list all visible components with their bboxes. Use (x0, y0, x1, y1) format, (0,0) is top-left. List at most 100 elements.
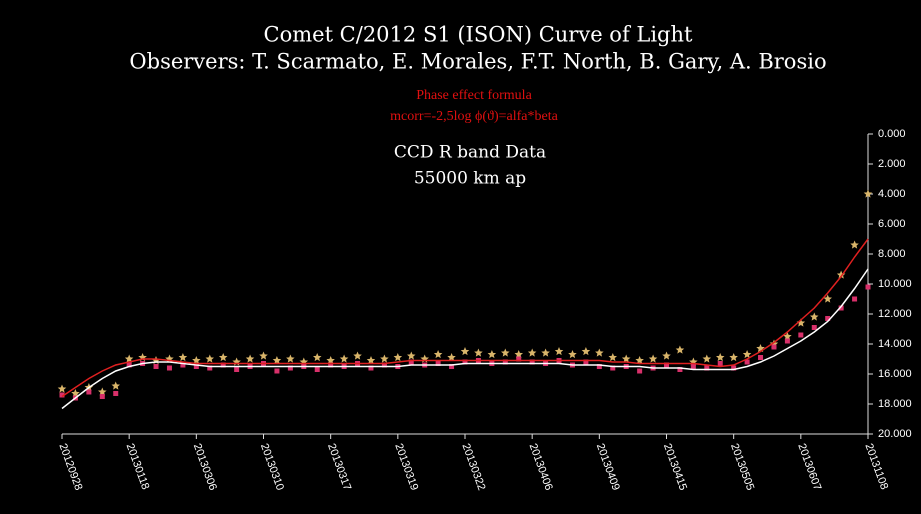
star-point (57, 384, 67, 393)
square-point (220, 362, 226, 368)
x-tick-label: 20130607 (795, 442, 823, 492)
star-point (326, 356, 335, 365)
star-point (635, 356, 644, 365)
star-point (98, 387, 107, 396)
y-tick-label: 20.000 (878, 428, 912, 440)
square-point (744, 359, 750, 365)
square-point (59, 392, 65, 398)
star-point (407, 351, 416, 360)
star-point (420, 354, 429, 363)
square-point (99, 394, 105, 399)
y-tick-label: 4.000 (878, 188, 906, 200)
star-point (823, 294, 832, 303)
star-point (313, 353, 322, 362)
square-point (516, 356, 522, 362)
star-point (205, 354, 214, 363)
x-tick-label: 20131108 (862, 442, 890, 491)
star-point (259, 351, 268, 360)
annotation: Phase effect formula (416, 88, 532, 103)
square-point (690, 364, 696, 369)
square-point (811, 325, 817, 330)
star-point (836, 270, 846, 279)
trend-line (61, 238, 869, 398)
square-point (314, 367, 320, 372)
x-tick-label: 20130306 (191, 442, 219, 492)
x-tick-label: 20130317 (325, 442, 353, 492)
star-point (810, 312, 819, 321)
star-point (474, 348, 483, 357)
star-point (286, 354, 295, 363)
y-tick-label: 8.000 (878, 248, 906, 260)
star-point (742, 350, 752, 359)
x-tick-label: 20130310 (258, 442, 286, 492)
x-tick-label: 20120928 (56, 442, 84, 492)
square-point (758, 355, 764, 360)
annotation: mcorr=-2,5log ϕ(ϑ)=alfa*beta (390, 109, 558, 124)
y-tick-label: 2.000 (878, 158, 906, 170)
square-point (852, 296, 858, 302)
y-tick-label: 6.000 (878, 218, 906, 230)
star-point (299, 357, 309, 366)
square-point (717, 361, 723, 366)
chart-subtitle: Observers: T. Scarmato, E. Morales, F.T.… (129, 50, 826, 74)
x-tick-label: 20130322 (459, 442, 487, 492)
star-point (702, 354, 712, 363)
star-point (447, 353, 456, 362)
chart-title: Comet C/2012 S1 (ISON) Curve of Light (264, 23, 694, 47)
square-point (462, 359, 468, 365)
star-point (541, 348, 550, 357)
y-tick-label: 12.000 (878, 308, 912, 320)
star-point (124, 354, 134, 363)
star-point (232, 357, 241, 366)
star-point (863, 189, 873, 198)
x-tick-label: 20130415 (661, 442, 689, 492)
star-point (460, 347, 470, 356)
star-point (716, 353, 725, 362)
x-tick-label: 20130319 (392, 442, 420, 492)
star-point (729, 353, 738, 362)
square-point (771, 344, 777, 350)
trend-line (61, 268, 869, 410)
x-tick-label: 20130505 (728, 442, 756, 492)
square-point (381, 362, 387, 368)
square-point (180, 362, 186, 368)
square-point (274, 368, 280, 374)
star-point (527, 348, 537, 357)
square-point (664, 362, 669, 368)
square-point (610, 365, 616, 371)
star-point (433, 350, 443, 359)
y-tick-label: 16.000 (878, 368, 912, 380)
star-point (339, 354, 349, 363)
star-point (192, 356, 201, 365)
star-point (608, 353, 617, 362)
star-point (783, 332, 792, 341)
square-point (435, 361, 441, 366)
annotation: CCD R band Data (394, 143, 546, 163)
star-point (675, 345, 685, 354)
square-point (234, 367, 240, 372)
annotation: 55000 km ap (414, 169, 526, 189)
square-point (731, 365, 737, 371)
square-point (596, 364, 602, 369)
star-point (621, 354, 631, 363)
y-tick-label: 14.000 (878, 338, 912, 350)
square-point (704, 365, 710, 371)
star-point (568, 350, 577, 359)
star-point (272, 356, 282, 365)
star-point (581, 347, 591, 356)
square-point (583, 359, 589, 365)
square-point (207, 365, 213, 371)
square-point (798, 332, 804, 338)
square-point (86, 389, 92, 395)
star-point (554, 347, 564, 356)
star-point (380, 354, 389, 363)
star-point (796, 318, 806, 327)
square-point (408, 359, 414, 365)
square-point (368, 365, 374, 371)
square-point (113, 391, 119, 396)
star-point (514, 350, 523, 359)
star-point (111, 381, 120, 390)
star-point (850, 240, 859, 249)
square-point (637, 368, 643, 374)
